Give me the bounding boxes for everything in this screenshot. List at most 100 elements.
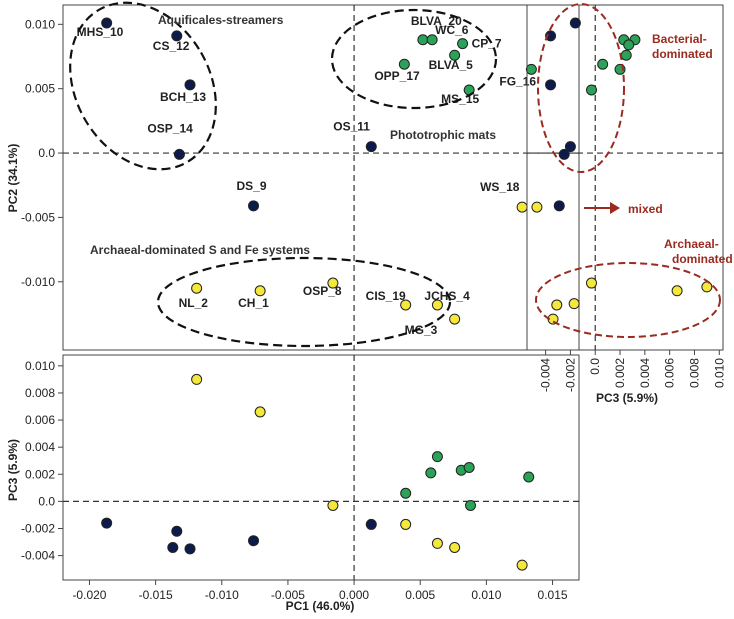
annotations: Aquificales-streamers Phototrophic mats … bbox=[6, 1, 733, 613]
bottom-y-tick-label: -0.004 bbox=[21, 549, 55, 563]
right-point-blue-2 bbox=[545, 79, 557, 91]
main-point-cis_19 bbox=[400, 299, 412, 311]
right-point-blue-5 bbox=[553, 200, 565, 212]
main-point-nl_2 bbox=[191, 282, 203, 294]
bottom-y-tick-label: 0.006 bbox=[25, 413, 55, 427]
bottom-x-tick-label: -0.005 bbox=[271, 588, 305, 602]
panel-main-pc1-pc2: 0.010 0.005 0.0 -0.005 -0.010 MHS_10 CS_12 BCH_… bbox=[21, 4, 580, 351]
main-point-cs_12 bbox=[171, 30, 183, 42]
right-point-green-9 bbox=[620, 49, 632, 61]
bottom-point-blue-1 bbox=[171, 525, 183, 537]
bottom-x-tick-label: 0.010 bbox=[471, 588, 501, 602]
bottom-point-yellow-12 bbox=[516, 559, 528, 571]
right-x-tick-label: 0.010 bbox=[712, 358, 726, 388]
right-point-blue-4 bbox=[558, 148, 570, 160]
main-point-blva_20 bbox=[417, 34, 429, 46]
main-y-tick-label: 0.0 bbox=[38, 146, 55, 160]
point-label-jchs_4: JCHS_4 bbox=[424, 289, 470, 303]
right-point-blue-3 bbox=[564, 141, 576, 153]
phototrophic-ellipse bbox=[330, 8, 498, 110]
main-point-blva_5 bbox=[449, 49, 461, 61]
bottom-y-tick-label: -0.002 bbox=[21, 521, 55, 535]
right-frame bbox=[526, 4, 724, 351]
point-label-nl_2: NL_2 bbox=[179, 296, 209, 310]
bottom-point-blue-2 bbox=[167, 541, 179, 553]
bottom-point-yellow-10 bbox=[431, 537, 443, 549]
right-point-yellow-17 bbox=[568, 298, 580, 310]
bottom-point-yellow-7 bbox=[254, 406, 266, 418]
point-label-osp_14: OSP_14 bbox=[147, 121, 193, 135]
x-axis-title-pc3: PC3 (5.9%) bbox=[596, 391, 658, 405]
main-point-wc_6 bbox=[426, 34, 438, 46]
right-x-tick-label: -0.004 bbox=[539, 358, 553, 392]
point-label-ds_9: DS_9 bbox=[237, 179, 267, 193]
bottom-y-tick-label: 0.010 bbox=[25, 359, 55, 373]
right-point-yellow-18 bbox=[551, 299, 563, 311]
bottom-y-tick-label: 0.0 bbox=[38, 494, 55, 508]
right-x-tick-label: 0.006 bbox=[663, 358, 677, 388]
point-label-blva_20: BLVA_20 bbox=[411, 14, 462, 28]
main-y-tick-label: -0.010 bbox=[21, 275, 55, 289]
bottom-x-tick-label: 0.005 bbox=[405, 588, 435, 602]
bottom-x-tick-label: 0.000 bbox=[339, 588, 369, 602]
bottom-point-blue-0 bbox=[101, 517, 113, 529]
bottom-y-tick-label: 0.008 bbox=[25, 386, 55, 400]
right-point-yellow-13 bbox=[531, 201, 543, 213]
main-point-cp_7 bbox=[457, 38, 469, 50]
bottom-x-tick-label: -0.015 bbox=[139, 588, 173, 602]
right-point-yellow-16 bbox=[671, 285, 683, 297]
bottom-point-green-13 bbox=[400, 487, 412, 499]
point-label-cp_7: CP_7 bbox=[472, 37, 502, 51]
right-point-green-10 bbox=[597, 58, 609, 70]
right-point-green-8 bbox=[623, 39, 635, 51]
main-point-os_11 bbox=[365, 141, 377, 153]
archaeal-systems-ellipse bbox=[156, 256, 452, 348]
point-label-ws_18: WS_18 bbox=[480, 180, 520, 194]
right-x-tick-label: 0.008 bbox=[687, 358, 701, 388]
right-x-tick-label: 0.004 bbox=[638, 358, 652, 388]
aquificales-ellipse bbox=[69, 1, 217, 171]
group-label-bacterial-dominated: Bacterial-dominated bbox=[652, 32, 713, 61]
bottom-y-tick-label: 0.004 bbox=[25, 440, 55, 454]
y-axis-title-pc3: PC3 (5.9%) bbox=[6, 439, 20, 501]
main-point-mg_3 bbox=[449, 313, 461, 325]
main-point-mhs_10 bbox=[101, 17, 113, 29]
bottom-y-tick-label: 0.002 bbox=[25, 467, 55, 481]
main-point-ch_1 bbox=[254, 285, 266, 297]
bottom-x-tick-label: -0.020 bbox=[72, 588, 106, 602]
y-axis-title-pc2: PC2 (34.1%) bbox=[6, 144, 20, 213]
bottom-point-yellow-11 bbox=[449, 541, 461, 553]
right-x-tick-label: 0.0 bbox=[588, 358, 602, 375]
right-x-tick-label: 0.002 bbox=[613, 358, 627, 388]
point-label-bch_13: BCH_13 bbox=[160, 90, 206, 104]
point-label-fg_16: FG_16 bbox=[499, 74, 536, 88]
bottom-point-green-17 bbox=[463, 462, 475, 473]
main-point-fg_16 bbox=[525, 63, 537, 75]
right-point-yellow-14 bbox=[586, 277, 598, 289]
bottom-x-tick-label: 0.015 bbox=[538, 588, 568, 602]
bottom-point-green-14 bbox=[425, 467, 437, 479]
bottom-point-blue-3 bbox=[184, 543, 196, 555]
point-label-cis_19: CIS_19 bbox=[366, 289, 406, 303]
main-y-tick-label: 0.005 bbox=[25, 82, 55, 96]
bottom-point-yellow-6 bbox=[191, 373, 203, 385]
bottom-point-blue-4 bbox=[248, 535, 260, 547]
point-label-ch_1: CH_1 bbox=[238, 296, 269, 310]
right-x-tick-label: -0.002 bbox=[563, 358, 577, 392]
main-point-osp_8 bbox=[327, 277, 339, 289]
main-point-opp_17 bbox=[398, 58, 410, 70]
main-point-jchs_4 bbox=[431, 299, 443, 311]
main-point-bch_13 bbox=[184, 79, 196, 91]
group-label-phototrophic: Phototrophic mats bbox=[390, 128, 496, 142]
point-label-osp_8: OSP_8 bbox=[303, 284, 342, 298]
bacterial-dominated-ellipse bbox=[537, 3, 625, 173]
x-axis-title-pc1: PC1 (46.0%) bbox=[286, 599, 355, 613]
bottom-point-green-15 bbox=[431, 451, 443, 463]
group-label-aquificales: Aquificales-streamers bbox=[158, 13, 284, 27]
main-y-tick-label: 0.010 bbox=[25, 17, 55, 31]
point-label-cs_12: CS_12 bbox=[153, 39, 190, 53]
main-y-tick-label: -0.005 bbox=[21, 210, 55, 224]
bottom-point-green-18 bbox=[465, 499, 477, 511]
group-label-archaeal-systems: Archaeal-dominated S and Fe systems bbox=[90, 243, 310, 257]
